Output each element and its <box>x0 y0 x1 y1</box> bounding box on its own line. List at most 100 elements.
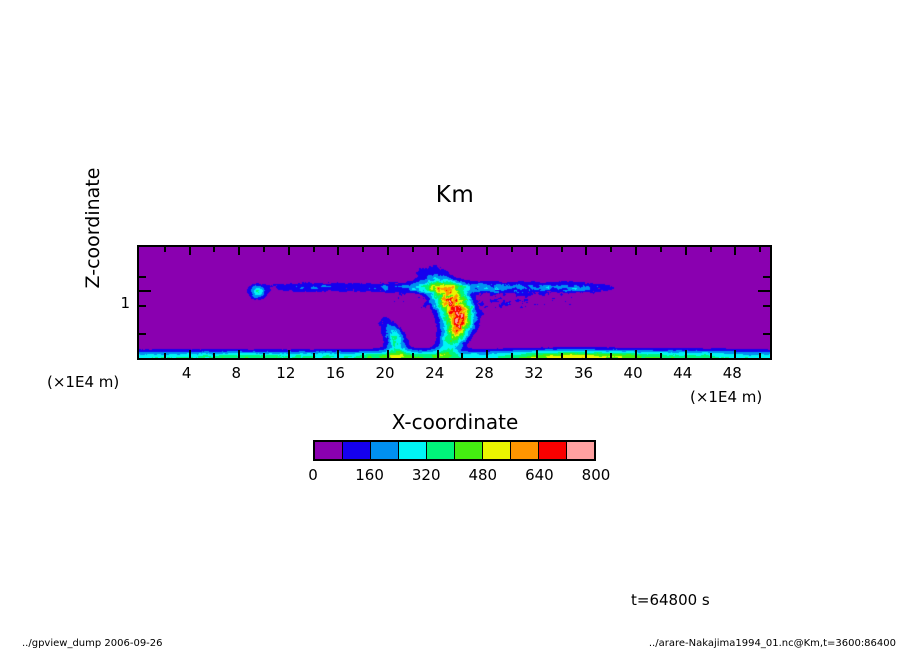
colorbar-tick-320: 320 <box>411 466 441 484</box>
colorbar-segment-7 <box>510 442 538 459</box>
footer-source-label: ../arare-Nakajima1994_01.nc@Km,t=3600:86… <box>648 638 896 649</box>
tick-mark <box>709 247 712 252</box>
time-annotation: t=64800 s <box>631 591 710 609</box>
tick-mark <box>362 247 365 252</box>
x-tick-label-48: 48 <box>722 364 742 382</box>
colorbar-swatches <box>313 440 596 461</box>
tick-mark <box>411 247 414 252</box>
tick-mark <box>163 353 166 358</box>
tick-mark <box>337 350 340 358</box>
tick-mark <box>213 247 216 252</box>
footer-command-label: ../gpview_dump 2006-09-26 <box>22 638 163 649</box>
tick-mark <box>287 350 290 358</box>
tick-mark <box>759 353 762 358</box>
tick-mark <box>511 247 514 252</box>
tick-mark <box>734 350 737 358</box>
x-tick-label-32: 32 <box>524 364 544 382</box>
tick-mark <box>486 247 489 255</box>
tick-mark <box>759 247 762 252</box>
tick-mark <box>610 247 613 252</box>
y-tick-label-1: 1 <box>120 294 130 312</box>
tick-mark <box>763 333 770 336</box>
tick-mark <box>139 275 146 278</box>
tick-mark <box>684 350 687 358</box>
tick-mark <box>585 247 588 255</box>
tick-mark <box>461 353 464 358</box>
tick-mark <box>535 350 538 358</box>
colorbar-tick-0: 0 <box>308 466 318 484</box>
tick-mark <box>659 353 662 358</box>
colorbar: 0 160 320 480 640 800 <box>308 440 610 484</box>
tick-mark <box>635 247 638 255</box>
tick-mark <box>263 353 266 358</box>
y-axis-title: Z-coordinate <box>82 167 104 289</box>
x-tick-label-4: 4 <box>181 364 192 382</box>
colorbar-segment-3 <box>398 442 426 459</box>
contour-plot-area <box>137 245 772 360</box>
tick-mark <box>287 247 290 255</box>
tick-mark <box>734 247 737 255</box>
tick-mark <box>684 247 687 255</box>
tick-mark <box>387 350 390 358</box>
tick-mark <box>387 247 390 255</box>
x-tick-label-20: 20 <box>375 364 395 382</box>
tick-mark <box>560 353 563 358</box>
tick-mark <box>436 247 439 255</box>
tick-mark <box>461 247 464 252</box>
tick-mark <box>362 353 365 358</box>
colorbar-segment-8 <box>538 442 566 459</box>
x-tick-label-40: 40 <box>623 364 643 382</box>
x-tick-label-16: 16 <box>325 364 345 382</box>
tick-mark <box>139 333 146 336</box>
tick-mark <box>411 353 414 358</box>
x-tick-label-36: 36 <box>573 364 594 382</box>
x-tick-label-44: 44 <box>673 364 693 382</box>
colorbar-tick-labels: 0 160 320 480 640 800 <box>308 461 610 484</box>
x-tick-label-28: 28 <box>474 364 494 382</box>
tick-mark <box>163 247 166 252</box>
tick-mark <box>312 353 315 358</box>
colorbar-tick-800: 800 <box>581 466 611 484</box>
colorbar-segment-5 <box>454 442 482 459</box>
tick-mark <box>758 290 770 293</box>
colorbar-segment-0 <box>315 442 342 459</box>
tick-mark <box>312 247 315 252</box>
tick-mark <box>486 350 489 358</box>
tick-mark <box>535 247 538 255</box>
tick-mark <box>763 304 770 307</box>
tick-mark <box>659 247 662 252</box>
tick-mark <box>436 350 439 358</box>
tick-mark <box>635 350 638 358</box>
y-axis-unit: (×1E4 m) <box>47 373 120 391</box>
contour-field-canvas <box>139 247 770 358</box>
tick-mark <box>337 247 340 255</box>
tick-mark <box>238 247 241 255</box>
tick-mark <box>139 304 146 307</box>
tick-mark <box>188 350 191 358</box>
x-axis-title: X-coordinate <box>391 410 519 434</box>
colorbar-segment-6 <box>482 442 510 459</box>
tick-mark <box>263 247 266 252</box>
colorbar-segment-4 <box>426 442 454 459</box>
tick-mark <box>585 350 588 358</box>
x-tick-label-8: 8 <box>231 364 241 382</box>
colorbar-tick-480: 480 <box>468 466 498 484</box>
tick-mark <box>763 275 770 278</box>
tick-mark <box>213 353 216 358</box>
page-title: Km <box>435 182 475 208</box>
colorbar-segment-1 <box>342 442 370 459</box>
tick-mark <box>139 290 151 293</box>
tick-mark <box>560 247 563 252</box>
colorbar-segment-2 <box>370 442 398 459</box>
x-tick-label-12: 12 <box>276 364 296 382</box>
tick-mark <box>188 247 191 255</box>
tick-mark <box>238 350 241 358</box>
colorbar-tick-160: 160 <box>355 466 384 484</box>
tick-mark <box>610 353 613 358</box>
colorbar-tick-640: 640 <box>525 466 554 484</box>
x-tick-label-24: 24 <box>425 364 445 382</box>
tick-mark <box>511 353 514 358</box>
colorbar-segment-9 <box>566 442 594 459</box>
x-axis-unit: (×1E4 m) <box>690 388 763 406</box>
